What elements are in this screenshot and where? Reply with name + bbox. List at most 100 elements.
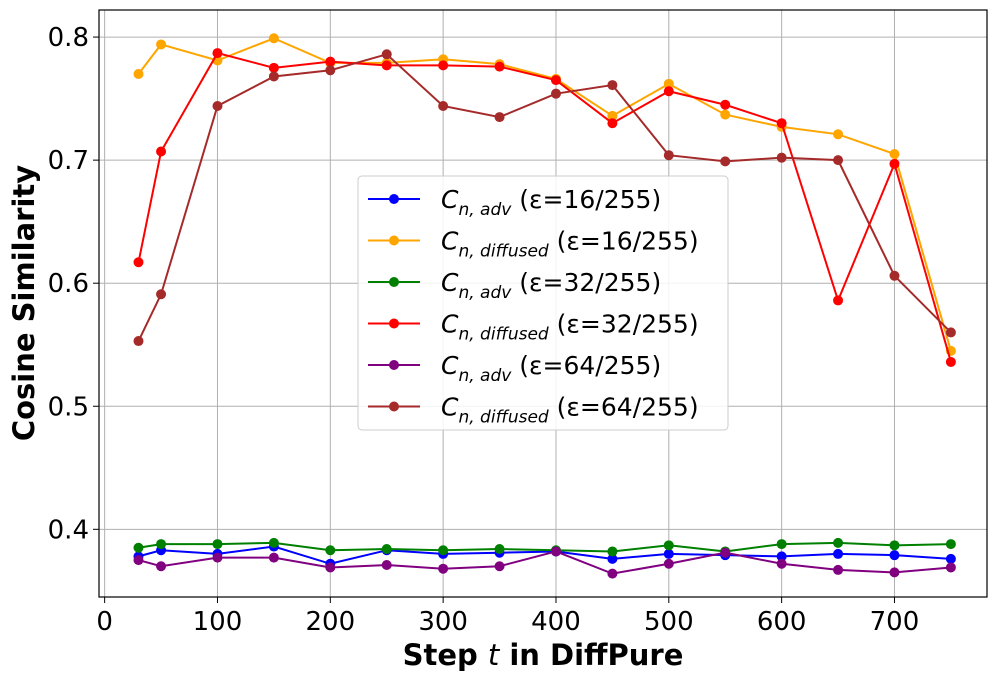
y-tick-label: 0.7 xyxy=(48,146,89,176)
data-point xyxy=(889,148,900,159)
legend-label-subscript: n, adv xyxy=(458,366,512,386)
legend-swatch-marker xyxy=(389,318,399,329)
data-point xyxy=(381,49,392,60)
data-point xyxy=(156,146,167,157)
legend-label: Cn, diffused (ε=16/255) xyxy=(441,227,699,262)
legend-item: Cn, adv (ε=32/255) xyxy=(368,268,661,303)
legend-label: Cn, diffused (ε=64/255) xyxy=(441,393,699,428)
plot-frame xyxy=(98,9,988,598)
data-point xyxy=(268,71,279,82)
y-tick-label: 0.5 xyxy=(48,392,89,422)
data-point xyxy=(268,537,279,548)
legend-box xyxy=(357,175,729,431)
data-point xyxy=(133,555,144,566)
data-point xyxy=(268,552,279,563)
series-line xyxy=(138,541,951,553)
series-line xyxy=(138,545,951,565)
x-tick-label: 100 xyxy=(193,607,243,637)
legend-label-c: C xyxy=(441,185,459,214)
data-point xyxy=(720,156,731,167)
data-point xyxy=(607,80,618,91)
data-point xyxy=(833,295,844,306)
ticks: 0 100 200 300 400 500 600 700 0.4 0.5 0.6 0.7 0.8 xyxy=(48,23,920,637)
data-point xyxy=(663,86,674,97)
legend-label-c: C xyxy=(441,393,459,422)
data-point xyxy=(607,110,618,121)
data-point xyxy=(663,558,674,569)
legend: Cn, adv (ε=16/255)Cn, diffused (ε=16/255… xyxy=(357,175,729,431)
legend-label-epsilon: (ε=16/255) xyxy=(549,227,699,256)
y-tick-label: 0.6 xyxy=(48,269,89,299)
data-point xyxy=(494,61,505,72)
data-point xyxy=(156,39,167,50)
data-point xyxy=(212,100,223,111)
data-point xyxy=(663,150,674,161)
y-axis-label: Cosine Similarity xyxy=(7,165,41,441)
data-point xyxy=(438,563,449,574)
data-point xyxy=(494,561,505,572)
legend-item: Cn, adv (ε=16/255) xyxy=(368,185,661,220)
y-tick-label: 0.4 xyxy=(48,515,89,545)
series-3 xyxy=(133,537,956,557)
data-point xyxy=(663,548,674,559)
data-point xyxy=(833,548,844,559)
legend-label: Cn, diffused (ε=32/255) xyxy=(441,310,699,345)
x-tick-label: 0 xyxy=(96,607,113,637)
legend-swatch-marker xyxy=(389,360,399,370)
data-point xyxy=(325,562,336,573)
legend-label-c: C xyxy=(441,268,459,297)
legend-label-subscript: n, diffused xyxy=(458,242,548,262)
legend-item: Cn, diffused (ε=16/255) xyxy=(368,227,699,262)
legend-label-subscript: n, adv xyxy=(458,200,512,220)
data-point xyxy=(776,152,787,163)
series-4 xyxy=(133,48,956,367)
data-point xyxy=(776,118,787,129)
series-line xyxy=(137,51,952,363)
x-tick-label: 500 xyxy=(644,607,694,637)
data-point xyxy=(607,553,618,564)
data-point xyxy=(833,564,844,575)
x-tick-label: 200 xyxy=(305,607,355,637)
data-point xyxy=(325,545,336,556)
legend-label-epsilon: (ε=64/255) xyxy=(511,351,661,380)
legend-label-c: C xyxy=(441,351,459,380)
legend-item: Cn, adv (ε=64/255) xyxy=(368,351,661,386)
data-point xyxy=(438,100,449,111)
data-point xyxy=(833,129,844,140)
series-line xyxy=(137,53,952,342)
data-point xyxy=(776,551,787,562)
legend-label-subscript: n, diffused xyxy=(458,408,548,428)
data-point xyxy=(720,99,731,110)
data-point xyxy=(776,558,787,569)
data-point xyxy=(212,539,223,550)
data-point xyxy=(438,60,449,71)
data-point xyxy=(945,539,956,550)
legend-swatch-marker xyxy=(389,194,399,204)
x-tick-label: 700 xyxy=(870,607,920,637)
legend-swatch-marker xyxy=(389,235,399,246)
data-point xyxy=(494,112,505,123)
data-point xyxy=(268,62,279,73)
data-point xyxy=(889,270,900,281)
data-point xyxy=(212,48,223,59)
series-6 xyxy=(133,49,956,347)
series-2 xyxy=(133,33,956,356)
series-line xyxy=(137,37,952,352)
data-point xyxy=(833,537,844,548)
data-point xyxy=(945,356,956,367)
legend-label: Cn, adv (ε=32/255) xyxy=(441,268,661,303)
data-point xyxy=(268,33,279,44)
legend-label-c: C xyxy=(441,310,459,339)
data-point xyxy=(945,562,956,573)
data-point xyxy=(833,155,844,166)
data-point xyxy=(607,546,618,557)
data-point xyxy=(156,289,167,300)
data-point xyxy=(381,560,392,571)
legend-label-epsilon: (ε=16/255) xyxy=(511,185,661,214)
data-point xyxy=(325,56,336,67)
x-tick-label: 300 xyxy=(418,607,468,637)
data-point xyxy=(381,544,392,555)
legend-label-epsilon: (ε=64/255) xyxy=(549,393,699,422)
